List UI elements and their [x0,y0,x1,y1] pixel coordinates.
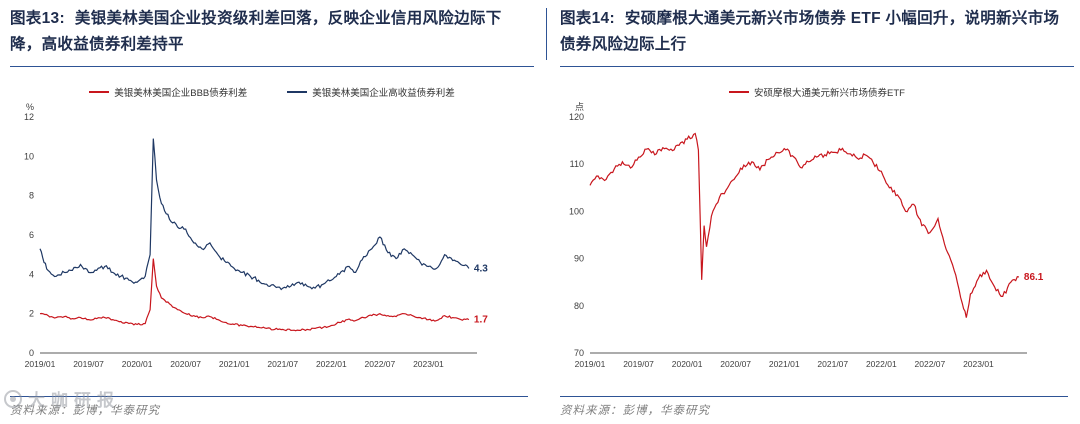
svg-text:2019/01: 2019/01 [25,359,56,369]
figure-title-right: 图表14: 安硕摩根大通美元新兴市场债券 ETF 小幅回升，说明新兴市场债券风险边… [560,6,1065,59]
footer-rule-left [10,396,528,397]
svg-text:2019/07: 2019/07 [73,359,104,369]
legend-marker-red-line [89,90,110,93]
svg-text:110: 110 [570,159,584,169]
left-panel: 图表13: 美银美林美国企业投资级利差回落，反映企业信用风险边际下降，高收益债券利… [10,6,534,418]
svg-text:2021/07: 2021/07 [267,359,298,369]
svg-text:2020/07: 2020/07 [720,359,751,369]
svg-text:0: 0 [29,348,34,358]
figure-label-left: 图表13: [10,10,65,27]
svg-text:2020/07: 2020/07 [170,359,201,369]
svg-text:2020/01: 2020/01 [122,359,153,369]
svg-text:2021/07: 2021/07 [817,359,848,369]
title-underline-rule-right [560,65,1074,67]
svg-text:6: 6 [29,230,34,240]
svg-text:2: 2 [29,308,34,318]
legend-label-bbb: 美银美林美国企业BBB债券利差 [114,87,248,99]
figure-title-left: 图表13: 美银美林美国企业投资级利差回落，反映企业信用风险边际下降，高收益债券利… [10,6,515,59]
legend-entry-emb-etf: 安硕摩根大通美元新兴市场债券ETF [729,85,905,99]
svg-text:4.3: 4.3 [474,263,488,274]
chart-legend-right: 安硕摩根大通美元新兴市场债券ETF [560,85,1074,99]
legend-entry-bbb: 美银美林美国企业BBB债券利差 [89,85,247,99]
svg-text:2023/01: 2023/01 [963,359,994,369]
figure-label-right: 图表14: [560,10,615,27]
svg-text:86.1: 86.1 [1024,272,1044,283]
source-note-right: 资料来源：彭博，华泰研究 [560,405,710,417]
svg-text:2022/01: 2022/01 [866,359,897,369]
title-underline-rule-left [10,65,534,67]
svg-text:80: 80 [574,300,584,310]
svg-text:8: 8 [29,190,34,200]
legend-label-highyield: 美银美林美国企业高收益债券利差 [312,87,455,99]
svg-text:4: 4 [29,269,34,279]
svg-text:2022/07: 2022/07 [365,359,396,369]
svg-text:2022/07: 2022/07 [915,359,946,369]
svg-text:2022/01: 2022/01 [316,359,347,369]
legend-marker-red-line [729,90,750,93]
svg-text:%: % [26,102,34,112]
legend-label-emb-etf: 安硕摩根大通美元新兴市场债券ETF [754,87,905,99]
svg-text:120: 120 [569,112,584,122]
svg-text:12: 12 [24,112,34,122]
figure-title-text-right: 安硕摩根大通美元新兴市场债券 ETF 小幅回升，说明新兴市场债券风险边际上行 [560,10,1060,54]
footer-left: 资料来源：彭博，华泰研究 [10,396,528,418]
legend-entry-highyield: 美银美林美国企业高收益债券利差 [287,85,455,99]
svg-text:点: 点 [575,102,584,112]
svg-text:2021/01: 2021/01 [219,359,250,369]
footer-right: 资料来源：彭博，华泰研究 [560,396,1068,418]
svg-text:2019/01: 2019/01 [575,359,606,369]
svg-text:100: 100 [569,206,584,216]
svg-text:90: 90 [574,253,584,263]
legend-marker-navy-line [287,90,308,93]
footer-rule-right [560,396,1068,397]
svg-text:1.7: 1.7 [474,314,488,325]
svg-text:2023/01: 2023/01 [413,359,444,369]
svg-text:2021/01: 2021/01 [769,359,800,369]
svg-text:2019/07: 2019/07 [623,359,654,369]
emb-etf-line-chart: 70 80 90 100 110 120 点 2019/01 2019/07 2020/01 202… [560,101,1063,373]
source-note-left: 资料来源：彭博，华泰研究 [10,405,160,417]
line-chart-svg: 0 2 4 6 8 10 12% 2019/01 2019/07 2020/01 2020/07 20… [24,102,488,369]
svg-text:2020/01: 2020/01 [672,359,703,369]
credit-spread-line-chart: 0 2 4 6 8 10 12% 2019/01 2019/07 2020/01 2020/07 20… [10,101,513,373]
svg-text:70: 70 [574,348,584,358]
title-divider [546,8,547,60]
svg-text:10: 10 [24,151,34,161]
right-panel: 图表14: 安硕摩根大通美元新兴市场债券 ETF 小幅回升，说明新兴市场债券风险边… [560,6,1074,418]
figure-title-text-left: 美银美林美国企业投资级利差回落，反映企业信用风险边际下降，高收益债券利差持平 [10,10,502,54]
chart-legend-left: 美银美林美国企业BBB债券利差 美银美林美国企业高收益债券利差 [10,85,534,99]
